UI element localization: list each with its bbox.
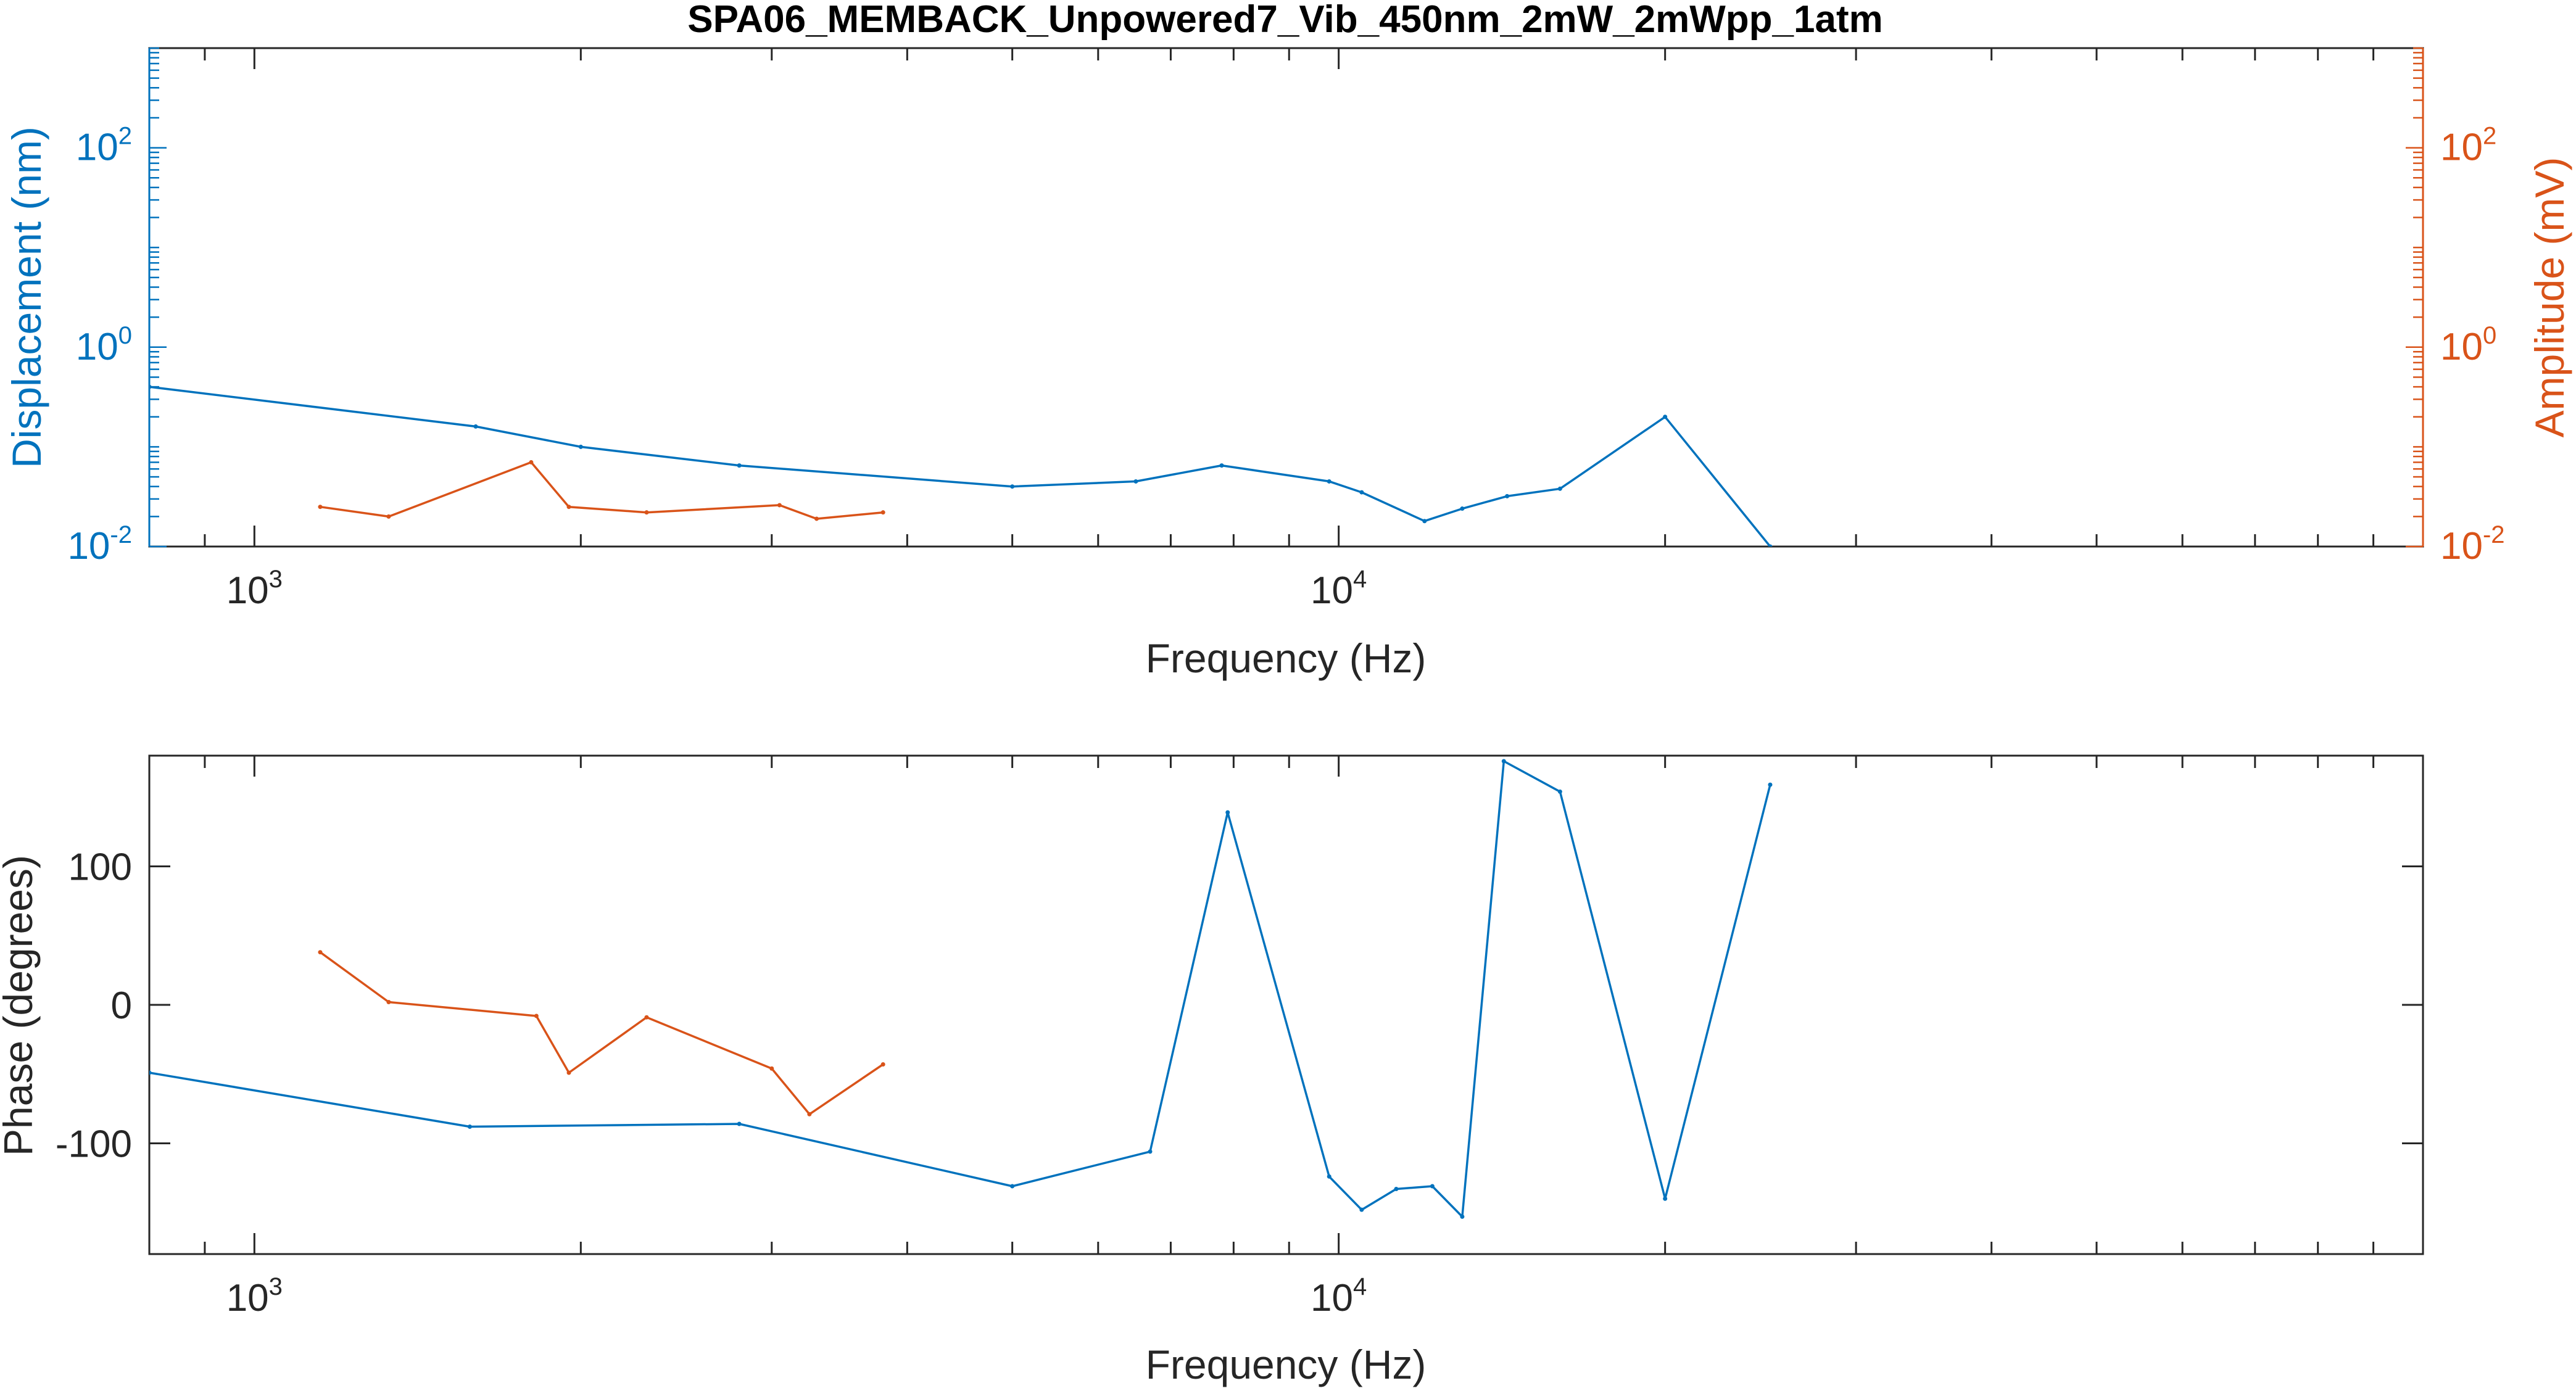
data-point	[1010, 1184, 1015, 1189]
series-line-amplitude	[320, 461, 884, 520]
data-point	[1422, 519, 1427, 524]
data-point	[1460, 506, 1465, 511]
data-point	[880, 510, 885, 515]
data-point	[644, 1015, 649, 1020]
data-point	[1505, 493, 1510, 498]
y-tick-label: 0	[111, 984, 132, 1027]
figure-title: SPA06_MEMBACK_Unpowered7_Vib_450nm_2mW_2…	[687, 0, 1883, 41]
data-point	[1768, 544, 1773, 547]
data-point	[1557, 789, 1562, 794]
magnitude-plot-frame	[148, 47, 2424, 548]
y-tick-label-right: 100	[2440, 322, 2496, 368]
data-point	[1327, 479, 1331, 484]
data-point	[386, 514, 391, 519]
data-point	[467, 1125, 472, 1129]
data-point	[529, 460, 534, 464]
y-tick-label-right: 10-2	[2440, 521, 2505, 568]
y-tick-label-left: 102	[76, 123, 132, 169]
data-point	[1394, 1187, 1399, 1192]
x-tick-label: 103	[226, 566, 283, 612]
data-point	[1430, 1184, 1435, 1189]
magnitude-plot: 103 104 10-2 100 102 10-2 100 102 Frequency (Hz…	[4, 47, 2572, 681]
y-tick-label-left: 10-2	[67, 521, 132, 568]
data-point	[1219, 463, 1224, 468]
data-point	[777, 503, 782, 508]
x-tick-label: 103	[226, 1273, 283, 1319]
phase-y-axis-label: Phase (degrees)	[0, 855, 41, 1156]
amplitude-y-axis-label: Amplitude (mV)	[2527, 157, 2572, 438]
data-point	[807, 1112, 812, 1117]
data-point	[566, 1070, 571, 1075]
y-tick-label: 100	[68, 846, 132, 889]
data-point	[386, 1000, 391, 1005]
data-point	[1359, 1207, 1364, 1212]
data-point	[1663, 1196, 1668, 1201]
data-point	[814, 516, 819, 521]
data-point	[880, 1062, 885, 1067]
data-point	[1327, 1174, 1331, 1179]
data-point	[149, 384, 152, 389]
y-tick-label: -100	[56, 1123, 132, 1165]
y-tick-label-right: 102	[2440, 123, 2496, 169]
phase-x-axis-label: Frequency (Hz)	[1146, 1342, 1427, 1387]
data-point	[1010, 484, 1015, 489]
phase-plot-series	[149, 759, 1773, 1219]
data-point	[1148, 1149, 1153, 1154]
phase-plot-ticks: 103 104 100 0 -100	[56, 756, 2424, 1319]
data-point	[566, 505, 571, 510]
data-point	[473, 424, 478, 429]
magnitude-plot-series	[149, 384, 1773, 547]
data-point	[1501, 759, 1506, 764]
y-tick-label-left: 100	[76, 322, 132, 368]
data-point	[1768, 782, 1773, 787]
data-point	[149, 1070, 152, 1075]
data-point	[1133, 479, 1138, 484]
magnitude-x-axis-label: Frequency (Hz)	[1146, 635, 1427, 681]
phase-series-line	[319, 951, 884, 1116]
data-point	[769, 1066, 774, 1071]
data-point	[1460, 1214, 1465, 1219]
data-point	[737, 463, 742, 468]
data-point	[644, 510, 649, 515]
phase-plot-frame	[148, 754, 2424, 1255]
data-point	[318, 505, 323, 510]
data-point	[578, 444, 583, 449]
data-point	[318, 950, 323, 955]
data-point	[1225, 810, 1230, 815]
data-point	[534, 1013, 539, 1018]
data-point	[737, 1121, 742, 1126]
data-point	[1359, 490, 1364, 495]
data-point	[1557, 486, 1562, 491]
displacement-y-axis-label: Displacement (nm)	[4, 126, 49, 468]
x-tick-label: 104	[1311, 566, 1367, 612]
phase-plot: 103 104 100 0 -100 Frequency (Hz) Phase (deg…	[0, 754, 2424, 1387]
data-point	[1663, 415, 1668, 419]
x-tick-label: 104	[1311, 1273, 1367, 1319]
